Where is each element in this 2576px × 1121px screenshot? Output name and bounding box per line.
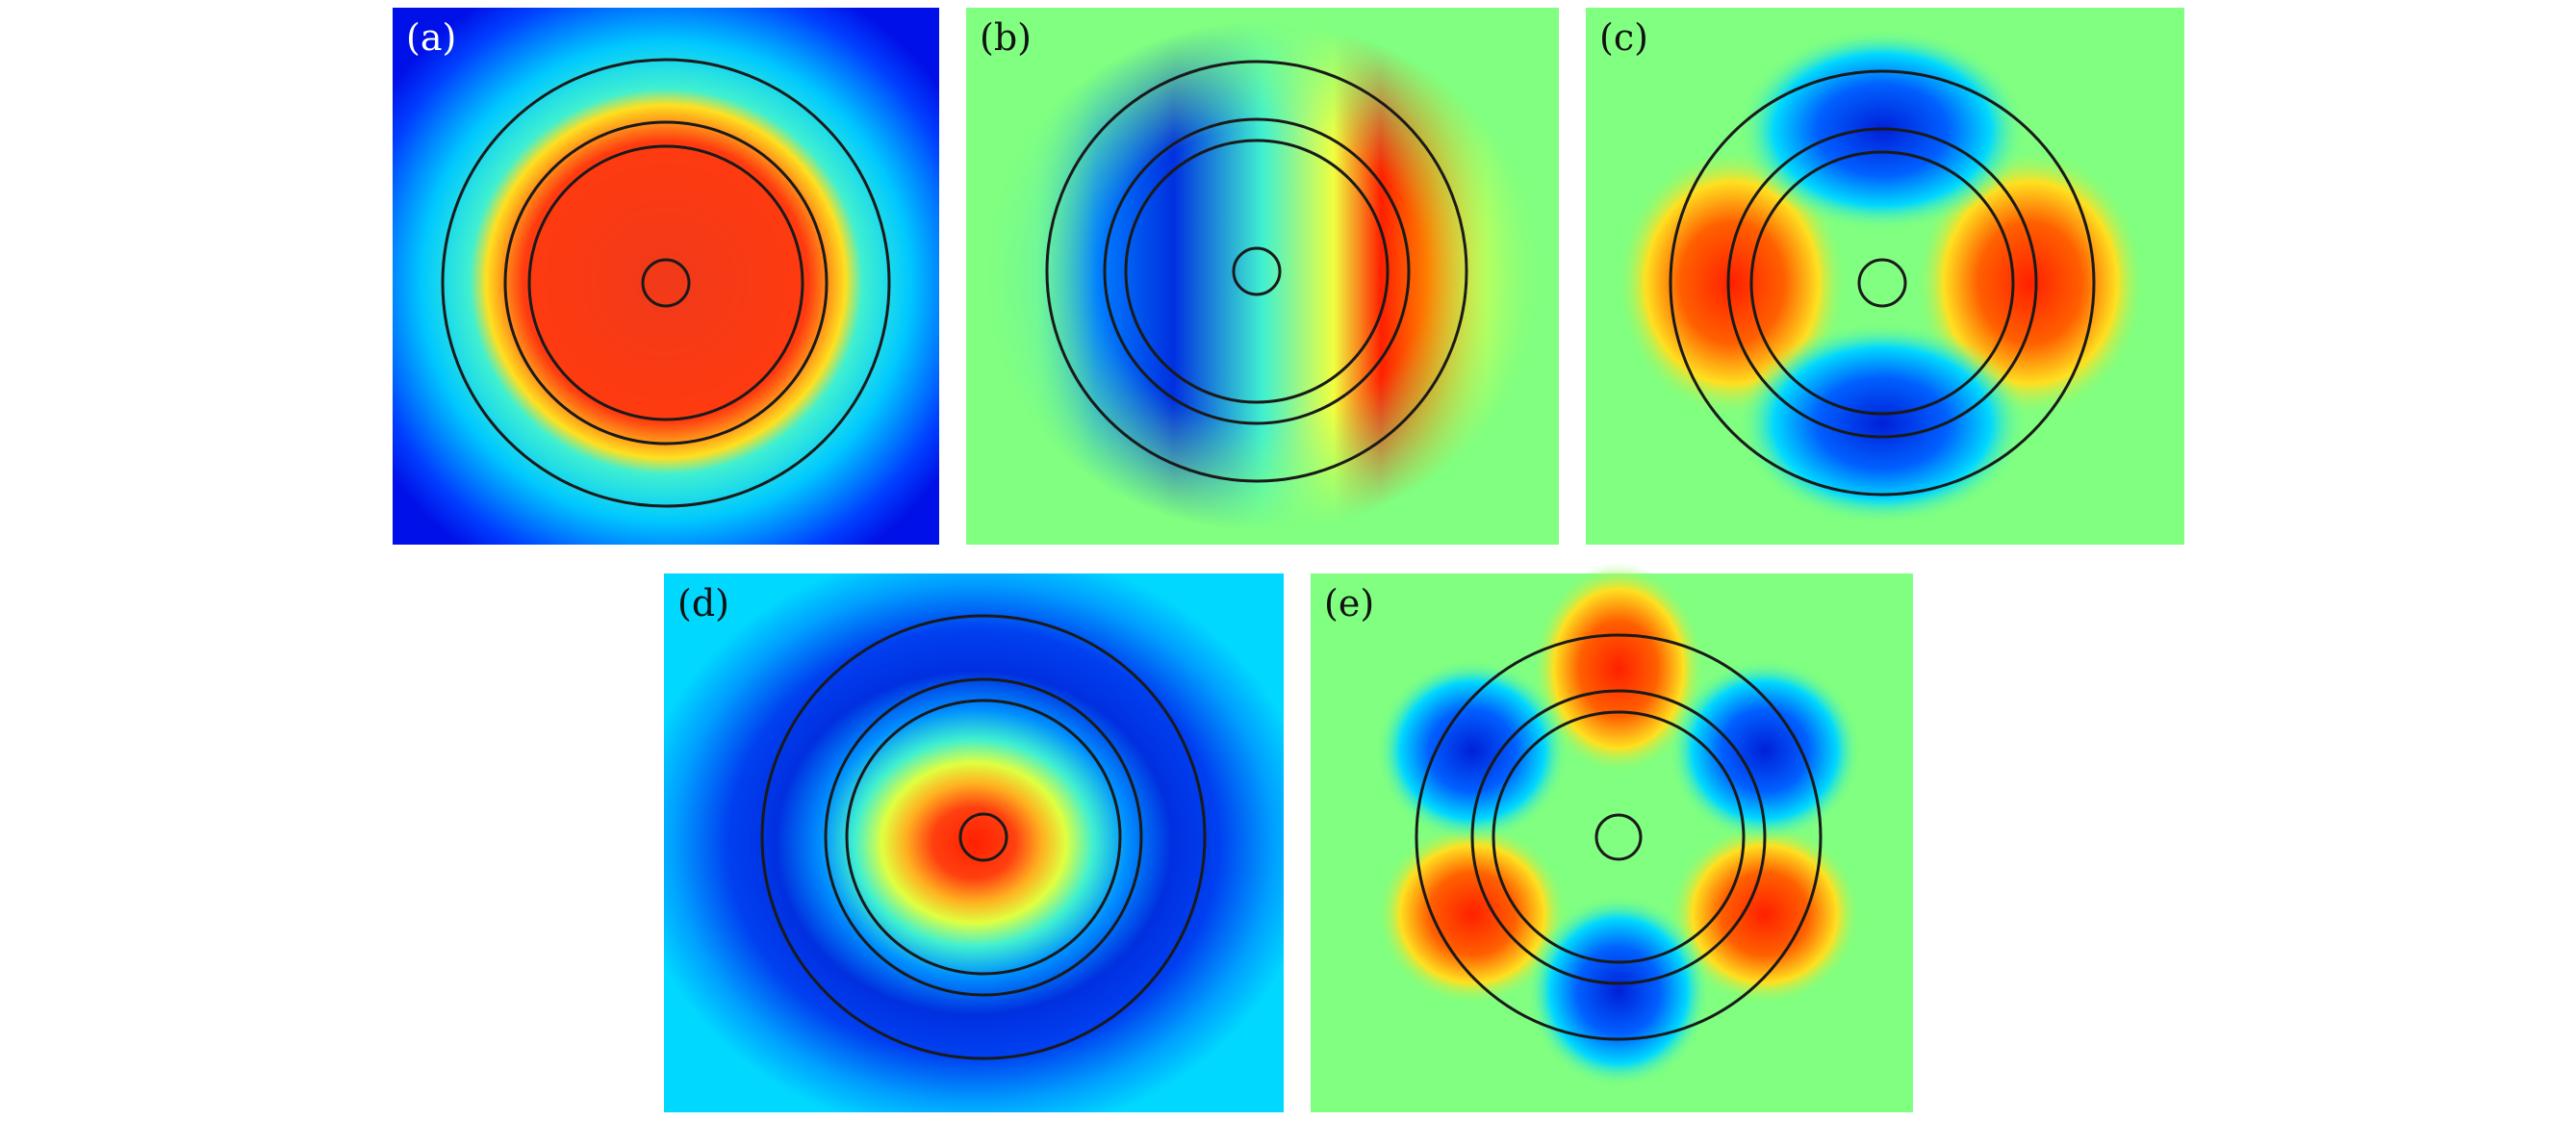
panel-a-rings bbox=[441, 58, 891, 508]
panel-e-lobe-lower-right bbox=[1669, 823, 1861, 1006]
panel-a-label: (a) bbox=[406, 16, 456, 59]
panel-d-rings bbox=[760, 614, 1207, 1060]
panel-b: (b) bbox=[966, 8, 1559, 545]
panel-e-label: (e) bbox=[1324, 582, 1374, 624]
panel-a: (a) bbox=[393, 8, 939, 545]
panel-b-fade bbox=[966, 8, 1559, 545]
panel-d: (d) bbox=[664, 573, 1284, 1112]
panel-b-label: (b) bbox=[980, 16, 1032, 59]
panel-e-rings bbox=[1415, 633, 1823, 1041]
panel-a-field bbox=[393, 8, 939, 545]
panel-c-rings bbox=[1669, 69, 2096, 497]
panel-d-field bbox=[664, 573, 1284, 1112]
panel-e-lobe-top bbox=[1532, 563, 1705, 775]
panel-c-label: (c) bbox=[1599, 16, 1648, 59]
panel-e-lobe-upper-left bbox=[1376, 659, 1569, 842]
panel-d-label: (d) bbox=[677, 582, 729, 624]
panel-c: (c) bbox=[1586, 8, 2184, 545]
panel-e-lobe-bottom bbox=[1527, 895, 1710, 1087]
panel-b-rings bbox=[1045, 60, 1468, 483]
panel-c-lobe-bottom bbox=[1738, 322, 2027, 524]
panel-e-lobe-upper-right bbox=[1669, 659, 1861, 842]
panel-e: (e) bbox=[1311, 563, 1913, 1112]
panel-e-lobe-lower-left bbox=[1376, 823, 1569, 1006]
